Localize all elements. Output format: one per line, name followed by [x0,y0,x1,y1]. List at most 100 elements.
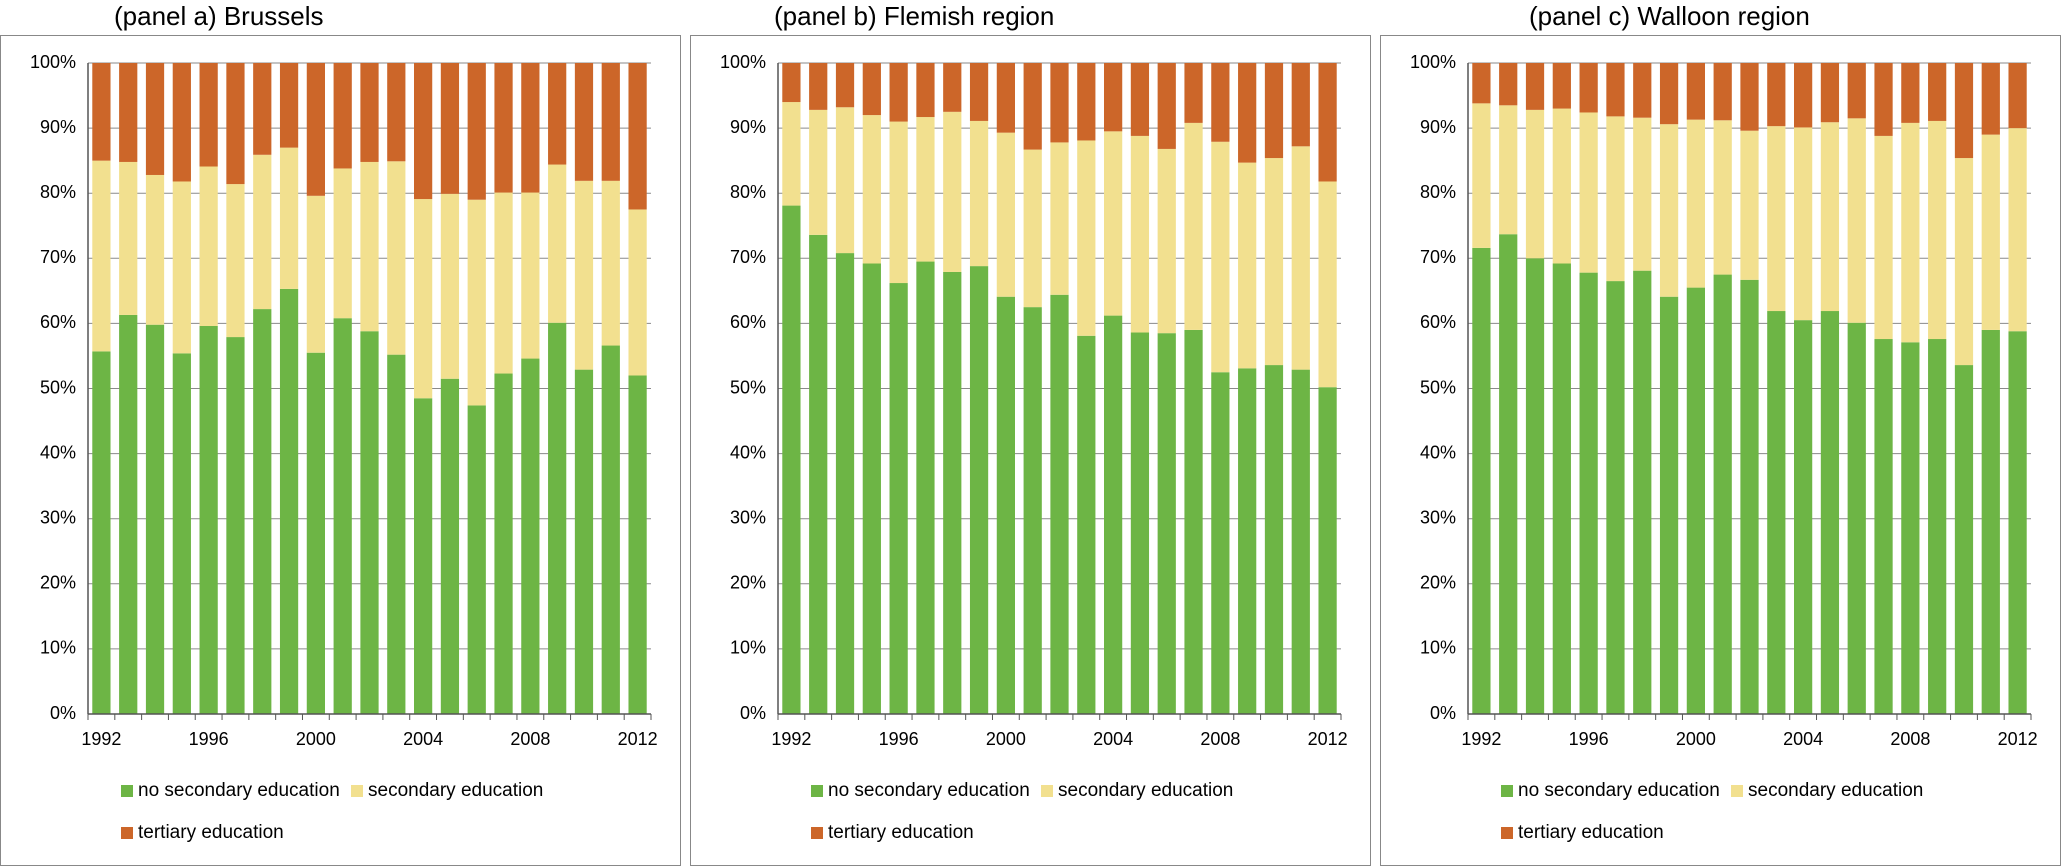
y-tick-label: 10% [1420,638,1456,658]
bar-segment [1077,63,1096,141]
bar-segment [360,63,379,162]
legend-label: secondary education [1748,780,1923,801]
bar-segment [1318,387,1337,714]
bar-segment [467,405,486,714]
bar-segment [92,63,111,161]
bar-segment [809,109,828,235]
bar-segment [360,331,379,714]
bar-segment [809,63,828,110]
bar-segment [916,117,935,262]
bar-segment [306,195,325,353]
bar-segment [1184,63,1203,123]
bar-segment [440,63,460,194]
bar-segment [1740,130,1759,280]
legend-swatch [811,827,823,839]
chart-title: (panel c) Walloon region [1529,1,1810,31]
bar-segment [1130,332,1150,714]
x-tick-label: 2008 [1200,729,1240,749]
bar-segment [387,354,406,714]
bar-segment [1472,63,1491,104]
y-tick-label: 20% [1420,573,1456,593]
bar-segment [601,180,620,346]
bar-segment [494,373,513,714]
bar-segment [1847,322,1866,714]
y-tick-label: 10% [730,638,766,658]
legend-label: no secondary education [828,780,1030,801]
bar-segment [835,63,855,108]
bar-segment [1104,63,1123,132]
y-tick-label: 80% [730,182,766,202]
bar-segment [1050,63,1069,143]
bar-segment [1238,368,1257,714]
bar-segment [2008,63,2027,129]
bar-segment [1713,274,1732,714]
x-tick-label: 2008 [510,729,550,749]
bar-segment [226,337,245,714]
bar-segment [1847,118,1866,323]
bar-segment [1077,335,1096,714]
bar-segment [172,63,191,182]
bar-segment [1525,63,1545,110]
x-tick-label: 2012 [618,729,658,749]
bar-segment [521,358,540,714]
bar-segment [628,375,647,714]
bar-segment [440,193,460,379]
bar-segment [119,161,138,315]
bar-segment [1291,63,1310,147]
bar-segment [1264,365,1284,714]
bar-segment [969,266,989,714]
bar-segment [969,63,989,121]
bar-segment [1928,339,1947,714]
bar-segment [253,154,272,310]
bar-segment [1767,126,1786,312]
bar-segment [1713,63,1732,121]
bar-segment [145,174,165,325]
bar-segment [1794,320,1813,714]
x-tick-label: 1996 [879,729,919,749]
bar-segment [996,132,1015,297]
legend-label: tertiary education [828,822,974,843]
y-tick-label: 100% [720,52,766,72]
bar-segment [521,192,540,359]
y-tick-label: 30% [1420,507,1456,527]
bar-segment [1686,119,1705,288]
bar-segment [1499,234,1518,714]
bar-segment [782,205,801,714]
bar-segment [199,63,218,167]
bar-segment [574,180,594,370]
bar-segment [1238,63,1257,163]
bar-segment [943,63,962,112]
bar-segment [1157,148,1176,334]
bar-segment [1659,124,1679,297]
bar-segment [1954,365,1974,714]
bar-segment [2008,331,2027,714]
bar-segment [1874,63,1893,136]
bar-segment [440,378,460,714]
bar-segment [1981,329,2000,714]
bar-segment [1211,141,1230,373]
legend-swatch [351,785,363,797]
y-tick-label: 20% [730,573,766,593]
bar-segment [1211,372,1230,714]
bar-segment [1184,329,1203,714]
bar-segment [1077,140,1096,336]
bar-segment [1023,307,1042,714]
x-tick-label: 1996 [1569,729,1609,749]
legend-swatch [121,785,133,797]
bar-segment [1104,131,1123,316]
bar-segment [1579,63,1598,113]
bar-segment [360,161,379,332]
bar-segment [1901,122,1920,343]
bar-segment [1499,105,1518,235]
y-tick-label: 40% [730,442,766,462]
bar-segment [1023,149,1042,308]
y-tick-label: 60% [40,312,76,332]
chart-title: (panel b) Flemish region [774,1,1054,31]
y-tick-label: 0% [1430,703,1456,723]
bar-segment [414,398,433,714]
bar-segment [548,63,567,165]
legend-label: tertiary education [1518,822,1664,843]
bar-segment [601,63,620,181]
bar-segment [1713,120,1732,275]
bar-segment [1579,272,1598,714]
